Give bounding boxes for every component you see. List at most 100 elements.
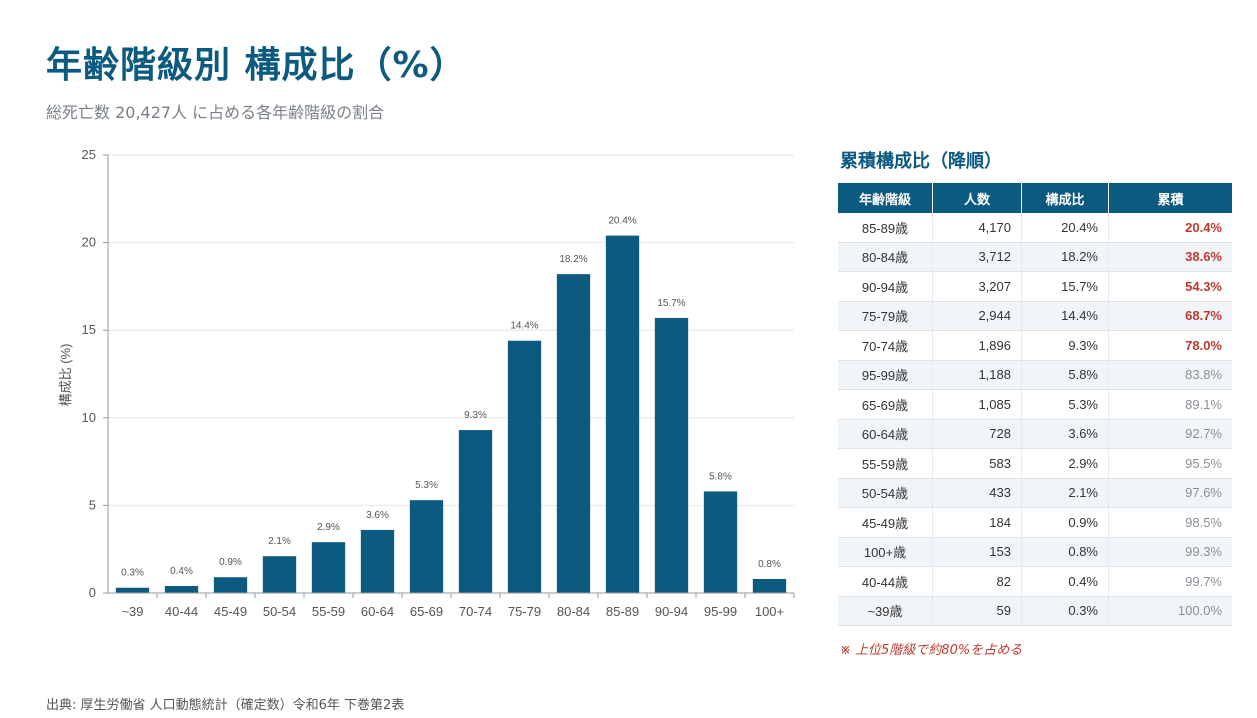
cell-cumulative: 83.8%: [1108, 360, 1232, 390]
bar: [311, 542, 346, 593]
bar-data-label: 0.3%: [121, 568, 144, 579]
cell-count: 728: [932, 419, 1022, 449]
cell-cumulative: 99.7%: [1108, 566, 1232, 597]
table-row: 40-44歳 82 0.4% 99.7%: [838, 566, 1232, 597]
cell-age-group: 40-44歳: [838, 566, 933, 597]
cell-cumulative: 92.7%: [1108, 419, 1232, 449]
cell-age-group: 55-59歳: [838, 448, 933, 479]
bar-data-label: 0.9%: [219, 557, 242, 568]
cell-ratio: 9.3%: [1021, 330, 1109, 361]
x-tick-label: 95-99: [704, 604, 737, 619]
bar: [556, 274, 591, 593]
y-tick-label: 0: [89, 585, 96, 600]
x-tick-label: 55-59: [312, 604, 345, 619]
bar: [458, 430, 493, 593]
header-cumulative: 累積: [1108, 183, 1232, 213]
cell-ratio: 0.8%: [1021, 537, 1109, 567]
cell-age-group: 70-74歳: [838, 330, 933, 361]
bar-chart: 0.3% 0.4% 0.9% 2.1% 2.9% 3.6% 5.3% 9.3% 14.4% 18.…: [58, 147, 795, 619]
table-row: 100+歳 153 0.8% 99.3%: [838, 537, 1232, 567]
table-row: 65-69歳 1,085 5.3% 89.1%: [838, 389, 1232, 420]
bar-data-label: 2.1%: [268, 536, 291, 547]
page-title: 年齢階級別 構成比（%）: [46, 45, 467, 86]
table-row: 70-74歳 1,896 9.3% 78.0%: [838, 330, 1232, 361]
bar-data-label: 2.9%: [317, 522, 340, 533]
cell-count: 82: [932, 566, 1022, 597]
table-row: 90-94歳 3,207 15.7% 54.3%: [838, 271, 1232, 302]
cell-cumulative: 20.4%: [1108, 213, 1232, 243]
header-ratio: 構成比: [1021, 183, 1109, 213]
bar-data-label: 9.3%: [464, 410, 487, 421]
cell-cumulative: 95.5%: [1108, 448, 1232, 479]
x-tick-label: 60-64: [361, 604, 394, 619]
cell-ratio: 15.7%: [1021, 271, 1109, 302]
cell-cumulative: 97.6%: [1108, 478, 1232, 508]
bar-data-label: 15.7%: [657, 298, 685, 309]
bar-data-label: 5.8%: [709, 471, 732, 482]
bar: [360, 529, 395, 593]
bar: [213, 577, 248, 593]
cell-cumulative: 99.3%: [1108, 537, 1232, 567]
cell-age-group: 95-99歳: [838, 360, 933, 390]
bar: [605, 235, 640, 594]
bar-data-label: 20.4%: [608, 216, 636, 227]
cell-ratio: 14.4%: [1021, 301, 1109, 331]
cell-cumulative: 54.3%: [1108, 271, 1232, 302]
table-row: 50-54歳 433 2.1% 97.6%: [838, 478, 1232, 508]
bar: [115, 587, 150, 593]
bar: [507, 340, 542, 593]
x-tick-label: 50-54: [263, 604, 296, 619]
cell-count: 3,207: [932, 271, 1022, 302]
cell-ratio: 2.9%: [1021, 448, 1109, 479]
cell-count: 1,085: [932, 389, 1022, 420]
y-tick-label: 5: [89, 497, 96, 512]
cell-ratio: 3.6%: [1021, 419, 1109, 449]
cell-age-group: ~39歳: [838, 596, 933, 626]
cumulative-table-title: 累積構成比（降順）: [840, 151, 1002, 172]
bar: [164, 585, 199, 593]
cell-count: 1,188: [932, 360, 1022, 390]
note-text: ※ 上位5階級で約80%を占める: [840, 643, 1023, 658]
header-age-group: 年齢階級: [838, 183, 933, 213]
cell-count: 2,944: [932, 301, 1022, 331]
cell-ratio: 5.3%: [1021, 389, 1109, 420]
bar: [409, 500, 444, 593]
x-tick-label: 80-84: [557, 604, 590, 619]
y-tick-label: 10: [82, 410, 96, 425]
cell-cumulative: 89.1%: [1108, 389, 1232, 420]
cell-age-group: 75-79歳: [838, 301, 933, 331]
table-row: 45-49歳 184 0.9% 98.5%: [838, 507, 1232, 538]
bar: [654, 317, 689, 593]
cell-ratio: 2.1%: [1021, 478, 1109, 508]
table-row: 60-64歳 728 3.6% 92.7%: [838, 419, 1232, 449]
bar-data-label: 5.3%: [415, 480, 438, 491]
page-subtitle: 総死亡数 20,427人 に占める各年齢階級の割合: [46, 103, 385, 122]
cell-cumulative: 38.6%: [1108, 242, 1232, 272]
y-axis-label: 構成比 (%): [58, 344, 73, 407]
bar-data-label: 0.8%: [758, 559, 781, 570]
source-text: 出典: 厚生労働省 人口動態統計（確定数）令和6年 下巻第2表: [46, 698, 405, 713]
table-row: 85-89歳 4,170 20.4% 20.4%: [838, 213, 1232, 243]
table-row: 95-99歳 1,188 5.8% 83.8%: [838, 360, 1232, 390]
cell-cumulative: 78.0%: [1108, 330, 1232, 361]
cell-ratio: 0.3%: [1021, 596, 1109, 626]
x-tick-label: 100+: [755, 604, 784, 619]
bar: [703, 491, 738, 593]
cell-age-group: 65-69歳: [838, 389, 933, 420]
cell-age-group: 60-64歳: [838, 419, 933, 449]
bar-data-label: 0.4%: [170, 566, 193, 577]
cell-count: 153: [932, 537, 1022, 567]
header-count: 人数: [932, 183, 1022, 213]
cell-count: 1,896: [932, 330, 1022, 361]
cell-count: 433: [932, 478, 1022, 508]
x-tick-label: 75-79: [508, 604, 541, 619]
cell-age-group: 80-84歳: [838, 242, 933, 272]
y-tick-label: 25: [82, 147, 96, 162]
x-tick-label: 70-74: [459, 604, 492, 619]
cell-ratio: 0.4%: [1021, 566, 1109, 597]
cell-count: 3,712: [932, 242, 1022, 272]
x-tick-label: 65-69: [410, 604, 443, 619]
cell-count: 583: [932, 448, 1022, 479]
table-row: 55-59歳 583 2.9% 95.5%: [838, 448, 1232, 479]
table-row: ~39歳 59 0.3% 100.0%: [838, 596, 1232, 626]
